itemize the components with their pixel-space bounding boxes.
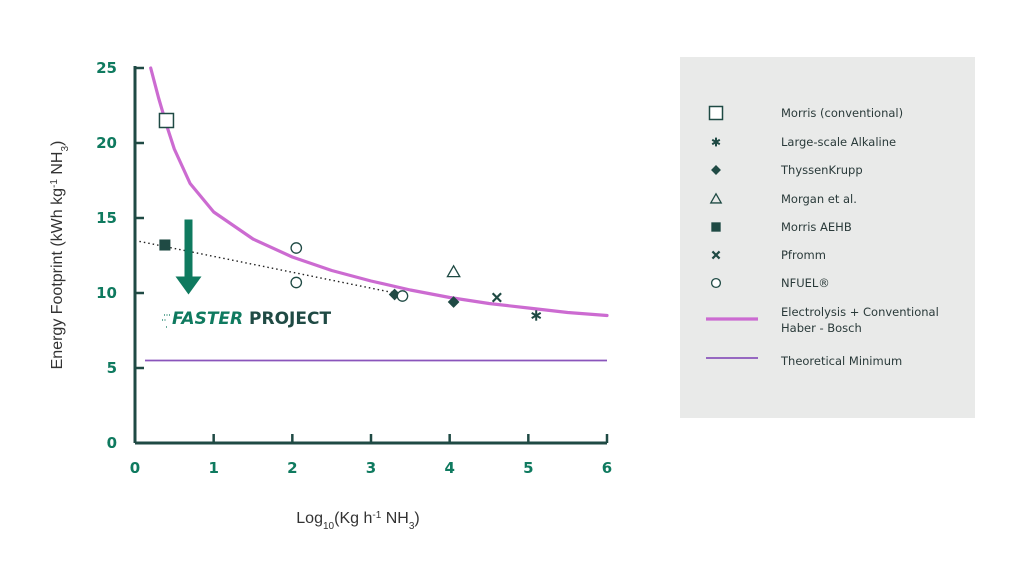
legend-marker-4 — [711, 222, 721, 232]
x-tick-label-1: 1 — [208, 459, 218, 477]
legend-marker-0 — [708, 105, 724, 121]
point-asterisk-1-0-spoke-2 — [531, 312, 542, 319]
brand-text: FASTER PROJECT — [172, 309, 331, 329]
y-tick-label-20: 20 — [96, 134, 117, 152]
y-tick-label-10: 10 — [96, 284, 117, 302]
arrow-down-icon — [175, 219, 202, 295]
speed-lines-icon — [162, 314, 170, 328]
point-open-triangle-3-0 — [446, 264, 461, 278]
legend-marker-1-spoke-2 — [711, 138, 721, 146]
legend-marker-2 — [711, 165, 721, 175]
arrow-head — [175, 276, 202, 295]
legend: Morris (conventional) Large-scale Alkalin… — [680, 57, 975, 418]
legend-label-5: Pfromm — [781, 248, 826, 262]
axes: 0 5 10 15 20 25 0 1 2 3 4 5 6 Log10(Kg h-1 NH3) Energy… — [49, 59, 613, 532]
trend-dotted-line — [134, 239, 403, 296]
legend-label-curve-line1: Electrolysis + Conventional — [781, 305, 939, 319]
y-tick-label-15: 15 — [96, 209, 117, 227]
legend-label-curve-line2: Haber - Bosch — [781, 321, 862, 335]
legend-label-0: Morris (conventional) — [781, 106, 903, 120]
legend-marker-6 — [710, 277, 722, 289]
x-tick-label-3: 3 — [366, 459, 376, 477]
y-tick-label-5: 5 — [107, 359, 117, 377]
plot-area: FASTER PROJECT — [134, 66, 609, 362]
y-tick-label-25: 25 — [96, 59, 117, 77]
legend-marker-3 — [709, 192, 723, 204]
y-axis-title: Energy Footprint (kWh kg-1 NH3) — [49, 141, 71, 370]
point-open-square-0-0 — [158, 112, 175, 129]
legend-marker-5-stroke-b — [711, 250, 721, 260]
x-tick-label-5: 5 — [523, 459, 533, 477]
point-filled-square-4-0 — [159, 239, 171, 251]
legend-label-3: Morgan et al. — [781, 192, 857, 206]
legend-label-6: NFUEL® — [781, 276, 830, 290]
point-cross-5-0-stroke-b — [491, 292, 502, 303]
x-tick-label-6: 6 — [602, 459, 612, 477]
point-open-circle-6-1 — [290, 276, 303, 289]
x-tick-label-0: 0 — [130, 459, 140, 477]
x-axis-title: Log10(Kg h-1 NH3) — [296, 510, 419, 532]
haber-bosch-curve — [149, 66, 609, 318]
legend-marker-1 — [711, 137, 721, 147]
arrow-shaft — [184, 219, 193, 279]
point-open-circle-6-0 — [290, 242, 303, 254]
legend-label-4: Morris AEHB — [781, 220, 852, 234]
y-tick-label-0: 0 — [107, 434, 117, 452]
point-filled-diamond-2-1 — [447, 296, 460, 308]
brand-logo: FASTER PROJECT — [162, 309, 331, 329]
legend-label-2: ThyssenKrupp — [780, 163, 863, 177]
point-asterisk-1-0 — [531, 310, 542, 321]
x-tick-label-2: 2 — [287, 459, 297, 477]
legend-label-1: Large-scale Alkaline — [781, 135, 896, 149]
point-cross-5-0 — [491, 292, 502, 303]
point-open-circle-6-2 — [396, 290, 409, 302]
x-tick-label-4: 4 — [444, 459, 454, 477]
legend-marker-5 — [711, 250, 721, 260]
legend-label-minimum: Theoretical Minimum — [780, 354, 902, 368]
